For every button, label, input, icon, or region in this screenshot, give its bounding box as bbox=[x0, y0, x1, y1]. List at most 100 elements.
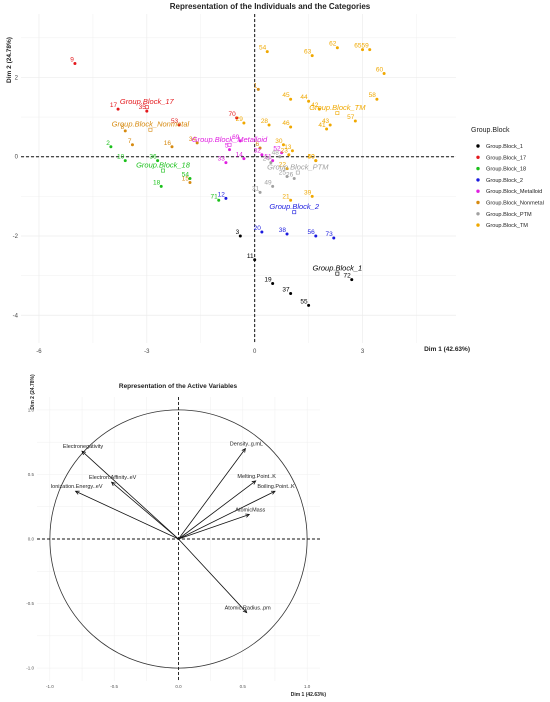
y-tick-label: 0 bbox=[15, 155, 19, 161]
centroid-label: Group.Block_2 bbox=[269, 202, 319, 211]
point-label: 55 bbox=[300, 298, 308, 305]
centroid-marker bbox=[335, 271, 340, 276]
data-point bbox=[289, 291, 293, 295]
point-label: 37 bbox=[282, 286, 290, 293]
variable-arrowhead bbox=[241, 447, 246, 453]
point-label: 50 bbox=[308, 154, 316, 161]
variables-y-axis-label: Dim 2 (24.78%) bbox=[30, 374, 36, 410]
variable-arrowhead bbox=[81, 450, 86, 456]
x-tick-label: 0.5 bbox=[240, 684, 247, 689]
legend-key bbox=[476, 166, 480, 171]
y-tick-label: 1.0 bbox=[28, 407, 35, 412]
y-tick-label: 2 bbox=[15, 75, 19, 81]
variables-vectors: Electronegativity Electron.Affinity..eV Io… bbox=[51, 442, 295, 614]
data-point bbox=[123, 159, 127, 163]
data-point bbox=[307, 303, 311, 307]
legend-entry: Group.Block_Nonmetal bbox=[486, 201, 544, 207]
data-point bbox=[289, 125, 293, 129]
point-label: 15 bbox=[182, 175, 190, 182]
data-point bbox=[314, 159, 318, 163]
point-label: 63 bbox=[304, 49, 312, 56]
data-point bbox=[350, 278, 354, 282]
point-label: 52 bbox=[273, 146, 281, 153]
y-tick-label: -4 bbox=[13, 313, 19, 319]
point-label: 32 bbox=[254, 148, 262, 155]
point-label: 73 bbox=[326, 231, 334, 238]
centroid-label: Group.Block_17 bbox=[120, 97, 175, 106]
legend-key bbox=[476, 144, 480, 148]
data-point bbox=[224, 196, 228, 200]
point-label: 23 bbox=[281, 148, 289, 155]
category-centroids: Group.Block_17Group.Block_NonmetalGroup.… bbox=[112, 97, 366, 276]
data-point bbox=[238, 139, 242, 143]
point-label: 38 bbox=[279, 227, 287, 234]
data-point bbox=[292, 177, 296, 180]
x-tick-label: -0.5 bbox=[110, 684, 118, 689]
data-point bbox=[156, 159, 160, 163]
centroid-marker bbox=[148, 127, 153, 132]
point-label: 22 bbox=[279, 162, 287, 169]
legend-entry: Group.Block_1 bbox=[486, 144, 523, 150]
variable-label: Atomic.Radius..pm bbox=[225, 606, 272, 612]
data-point bbox=[258, 146, 262, 150]
x-tick-label: -1.0 bbox=[46, 684, 54, 689]
data-point bbox=[280, 151, 284, 155]
variables-chart: Representation of the Active Variables -… bbox=[0, 372, 550, 702]
data-point bbox=[267, 123, 271, 127]
centroid-label: Group.Block_1 bbox=[313, 264, 363, 273]
point-label: 19 bbox=[264, 277, 272, 284]
centroid-label: Group.Block_Metalloid bbox=[192, 135, 268, 144]
data-point bbox=[278, 155, 282, 159]
point-label: 30 bbox=[275, 138, 283, 145]
data-point bbox=[177, 123, 181, 127]
data-point bbox=[159, 184, 163, 188]
point-label: 26 bbox=[286, 172, 294, 179]
point-label: 13 bbox=[284, 144, 292, 151]
point-label: 7 bbox=[128, 138, 132, 145]
point-label: 51 bbox=[264, 154, 272, 161]
point-label: 10 bbox=[117, 154, 125, 161]
variables-chart-title: Representation of the Active Variables bbox=[119, 383, 238, 390]
centroid-marker bbox=[161, 168, 165, 173]
x-tick-label: 0 bbox=[253, 349, 257, 355]
centroid-marker bbox=[292, 210, 297, 215]
legend-entry: Group.Block_Metalloid bbox=[486, 189, 542, 195]
data-point bbox=[73, 62, 77, 66]
variable-arrow bbox=[111, 481, 179, 540]
data-point bbox=[332, 236, 336, 240]
variable-arrowhead bbox=[245, 513, 251, 518]
data-point bbox=[310, 194, 314, 198]
centroid-label: Group.Block_PTM bbox=[267, 163, 329, 172]
legend-entry: Group.Block_2 bbox=[486, 178, 523, 184]
variable-label: Electron.Affinity..eV bbox=[89, 475, 137, 481]
point-label: 12 bbox=[218, 191, 226, 198]
variable-label: Density..g.mL bbox=[230, 442, 263, 448]
data-point bbox=[335, 46, 339, 50]
legend-key bbox=[476, 200, 480, 205]
point-label: 3 bbox=[236, 229, 240, 236]
point-label: 29 bbox=[236, 116, 244, 123]
point-label: 49 bbox=[264, 179, 272, 186]
point-label: 9 bbox=[70, 57, 74, 64]
x-tick-label: -6 bbox=[36, 349, 42, 355]
point-label: 42 bbox=[311, 102, 319, 109]
point-label: 70 bbox=[228, 111, 236, 118]
data-point bbox=[265, 50, 269, 54]
variables-x-axis-label: Dim 1 (42.63%) bbox=[291, 692, 327, 698]
point-label: 53 bbox=[171, 118, 179, 125]
data-point bbox=[253, 258, 257, 262]
legend: Group.Block Group.Block_1 Group.Block_17 G… bbox=[471, 127, 544, 229]
point-label: 1 bbox=[254, 82, 258, 89]
y-tick-label: -1.0 bbox=[26, 666, 34, 671]
point-label: 2 bbox=[106, 140, 110, 147]
point-label: 40 bbox=[308, 154, 316, 161]
variable-arrow bbox=[178, 514, 250, 540]
data-point bbox=[328, 123, 332, 127]
variable-arrow bbox=[178, 490, 276, 540]
variables-grid: -1.0 -1.0 -0.5 -0.5 0.0 0.0 0.5 0.5 1.0 1.0 bbox=[26, 397, 320, 689]
point-label: 18 bbox=[153, 179, 161, 186]
individuals-axes: -6 -3 0 3 -4 -2 0 2 bbox=[13, 14, 456, 355]
variable-label: Electronegativity bbox=[63, 444, 104, 450]
data-point bbox=[228, 148, 232, 152]
data-point bbox=[235, 116, 239, 120]
